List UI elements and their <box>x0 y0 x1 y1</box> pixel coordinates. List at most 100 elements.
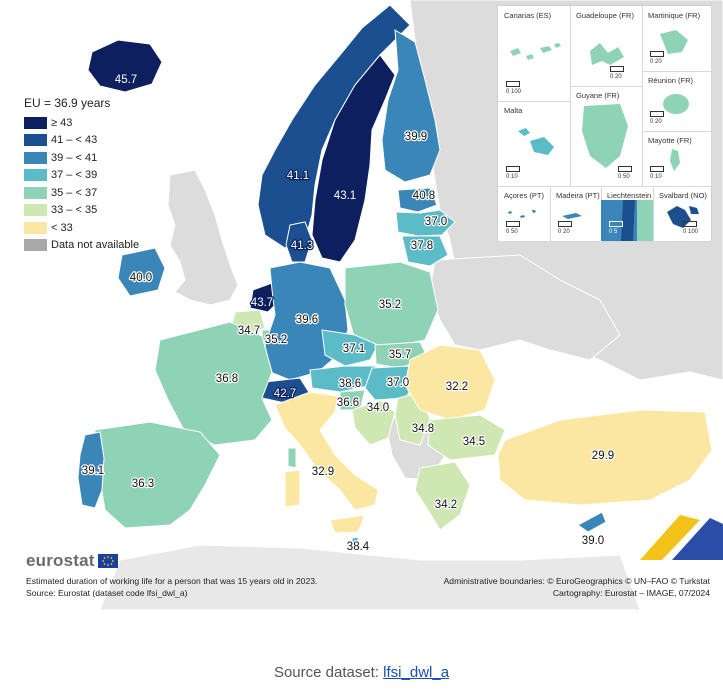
label-hungary: 37.0 <box>387 377 409 389</box>
corsica-shape <box>287 447 297 469</box>
label-luxembourg: 35.2 <box>265 334 287 346</box>
logo-text: eurostat <box>26 551 95 570</box>
label-slovenia: 36.6 <box>337 397 359 409</box>
inset-name: Canarias (ES) <box>504 11 552 20</box>
inset-scale: 0 50 <box>506 221 520 235</box>
inset-scale: 0 20 <box>650 111 664 125</box>
legend-label: Data not available <box>51 239 140 252</box>
croatia-shape <box>351 399 396 446</box>
label-portugal: 39.1 <box>82 465 104 477</box>
sicily-shape <box>329 514 366 534</box>
inset-guadeloupe: Guadeloupe (FR) 0 20 <box>570 6 643 87</box>
inset-reunion: Réunion (FR) 0 20 <box>642 71 712 132</box>
label-greece: 34.2 <box>435 499 457 511</box>
label-latvia: 37.0 <box>425 216 447 228</box>
north-africa <box>99 544 641 610</box>
eu-flag-icon <box>97 554 118 568</box>
legend-label: 33 – < 35 <box>51 204 98 217</box>
legend-swatch <box>24 204 47 217</box>
denmark-shape <box>285 221 313 263</box>
legend-swatch <box>24 169 47 182</box>
inset-name: Guyane (FR) <box>576 91 620 100</box>
turkiye-shape <box>497 409 713 506</box>
inset-mayotte: Mayotte (FR) 0 10 <box>642 131 712 187</box>
estonia-shape <box>397 187 438 213</box>
inset-acores: Açores (PT) 0 50 <box>498 186 551 242</box>
label-bulgaria: 34.5 <box>463 436 485 448</box>
label-malta: 38.4 <box>347 541 370 553</box>
label-lithuania: 37.8 <box>411 240 433 252</box>
legend-swatch <box>24 134 47 147</box>
greece-shape <box>414 461 471 531</box>
label-iceland: 45.7 <box>115 74 137 86</box>
legend-label: ≥ 43 <box>51 116 73 129</box>
sardinia-shape <box>284 469 301 508</box>
label-romania: 32.2 <box>446 381 468 393</box>
source-dataset-link[interactable]: lfsi_dwl_a <box>383 664 450 681</box>
legend-row: < 33 <box>24 219 139 237</box>
bulgaria-shape <box>427 414 506 461</box>
inset-canarias: Canarias (ES) 0 100 <box>498 6 571 102</box>
portugal-shape <box>77 431 105 509</box>
legend-swatch <box>24 151 47 164</box>
map-caption: Estimated duration of working life for a… <box>26 576 318 586</box>
legend-row: 41 – < 43 <box>24 132 139 150</box>
inset-scale: 0 5 <box>609 221 623 235</box>
inset-scale: 0 20 <box>650 51 664 65</box>
france-shape <box>154 321 273 446</box>
legend-title: EU = 36.9 years <box>24 96 111 110</box>
map-source-note: Source: Eurostat (dataset code lfsi_dwl_… <box>26 588 188 598</box>
legend-label: < 33 <box>51 221 73 234</box>
inset-name: Martinique (FR) <box>648 11 701 20</box>
inset-malta: Malta 0 10 <box>498 101 571 187</box>
source-dataset-line: Source dataset: lfsi_dwl_a <box>0 664 723 681</box>
legend-swatch <box>24 116 47 129</box>
label-cyprus: 39.0 <box>582 535 604 547</box>
inset-scale: 0 10 <box>650 166 664 180</box>
label-germany: 39.6 <box>296 314 318 326</box>
inset-name: Liechtenstein <box>607 191 652 200</box>
eurostat-logo: eurostat <box>26 551 118 571</box>
czechia-shape <box>321 329 379 367</box>
inset-liechtenstein: Liechtenstein 0 5 <box>601 186 654 242</box>
legend-row: Data not available <box>24 237 139 255</box>
legend-label: 41 – < 43 <box>51 134 98 147</box>
inset-name: Açores (PT) <box>504 191 545 200</box>
malta-shape <box>351 536 359 544</box>
italy-shape <box>274 391 379 511</box>
label-norway: 41.1 <box>287 170 309 182</box>
label-ireland: 40.0 <box>130 272 152 284</box>
inset-panel: Canarias (ES) 0 100 Guadeloupe (FR) 0 20… <box>497 5 712 242</box>
inset-name: Guadeloupe (FR) <box>576 11 634 20</box>
inset-name: Mayotte (FR) <box>648 136 692 145</box>
inset-madeira: Madeira (PT) 0 20 <box>550 186 602 242</box>
legend-rows: ≥ 43 41 – < 43 39 – < 41 37 – < 39 35 – … <box>24 114 139 254</box>
inset-scale: 0 10 <box>506 166 520 180</box>
legend-label: 37 – < 39 <box>51 169 98 182</box>
romania-shape <box>404 344 496 421</box>
legend-row: 35 – < 37 <box>24 184 139 202</box>
label-turkiye: 29.9 <box>592 450 614 462</box>
corner-stripe-yellow <box>640 515 700 560</box>
label-italy: 32.9 <box>312 466 334 478</box>
legend-row: 39 – < 41 <box>24 149 139 167</box>
label-france: 36.8 <box>216 373 238 385</box>
label-austria: 38.6 <box>339 378 361 390</box>
inset-name: Svalbard (NO) <box>659 191 707 200</box>
legend-swatch <box>24 186 47 199</box>
inset-name: Réunion (FR) <box>648 76 694 85</box>
uk-land <box>167 169 239 306</box>
corner-stripe-blue <box>672 518 723 560</box>
legend-row: 37 – < 39 <box>24 167 139 185</box>
ireland-shape <box>117 247 166 297</box>
inset-martinique: Martinique (FR) 0 20 <box>642 6 712 72</box>
belarus-ukraine <box>429 254 621 361</box>
cartography-credit: Cartography: Eurostat – IMAGE, 07/2024 <box>552 588 710 598</box>
label-poland: 35.2 <box>379 299 401 311</box>
label-denmark: 41.3 <box>291 240 313 252</box>
label-spain: 36.3 <box>132 478 154 490</box>
label-czechia: 37.1 <box>343 343 365 355</box>
label-sweden: 43.1 <box>334 190 356 202</box>
boundaries-credit: Administrative boundaries: © EuroGeograp… <box>443 576 710 586</box>
lithuania-shape <box>401 235 449 267</box>
